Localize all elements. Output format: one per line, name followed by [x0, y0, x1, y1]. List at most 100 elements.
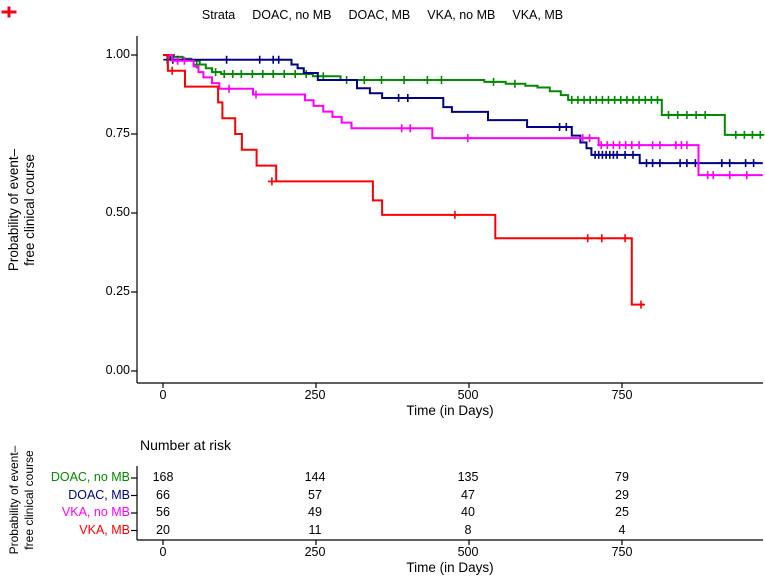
censor-mark-vka-mb	[267, 177, 276, 186]
censor-mark-doac-mb	[562, 123, 571, 131]
censor-mark-doac-no-mb	[756, 130, 765, 139]
censor-mark-vka-no-mb	[225, 84, 234, 93]
curve-vka-mb	[163, 54, 644, 306]
censor-mark-doac-mb	[676, 159, 685, 168]
censor-mark-doac-mb	[749, 159, 758, 168]
censor-mark-vka-no-mb	[635, 141, 644, 150]
censor-mark-vka-mb	[621, 234, 630, 243]
censor-mark-doac-no-mb	[673, 111, 682, 119]
censor-mark-doac-mb	[255, 55, 264, 64]
censor-mark-doac-no-mb	[291, 70, 300, 78]
x-tick-label: 250	[304, 388, 326, 402]
risk-count: 40	[461, 505, 475, 519]
x-axis-title: Time (in Days)	[406, 403, 494, 418]
risk-count: 79	[615, 470, 629, 484]
censor-mark-vka-no-mb	[173, 56, 182, 65]
censor-mark-vka-no-mb	[578, 134, 587, 143]
curve-vka-no-mb	[163, 54, 763, 177]
censor-mark-doac-mb	[741, 159, 750, 168]
censor-mark-doac-mb	[394, 94, 403, 102]
censor-mark-doac-no-mb	[489, 77, 498, 86]
censor-mark-doac-no-mb	[228, 70, 237, 78]
censor-mark-vka-no-mb	[655, 141, 664, 150]
censor-mark-doac-mb	[274, 55, 283, 64]
legend-label: DOAC, no MB	[252, 8, 332, 22]
legend-title: Strata	[201, 8, 236, 22]
censor-mark-doac-no-mb	[237, 70, 246, 78]
censor-mark-doac-no-mb	[740, 130, 749, 139]
censor-mark-doac-no-mb	[319, 72, 328, 81]
censor-mark-vka-no-mb	[252, 90, 260, 99]
legend-item-vka-mb: VKA, MB	[1, 6, 563, 22]
risk-count: 49	[308, 505, 322, 519]
legend-label: DOAC, MB	[348, 8, 411, 22]
censor-mark-doac-no-mb	[220, 70, 229, 78]
censor-mark-vka-no-mb	[709, 171, 718, 180]
censor-mark-vka-no-mb	[682, 141, 691, 150]
censor-mark-vka-mb	[637, 300, 645, 309]
x-tick-label: 0	[159, 388, 167, 402]
censor-mark-vka-mb	[583, 234, 592, 243]
censor-mark-doac-mb	[613, 150, 622, 159]
x-tick-label: 750	[611, 388, 633, 402]
risk-count: 4	[618, 523, 626, 537]
censor-mark-doac-no-mb	[664, 111, 673, 119]
risk-count: 8	[464, 523, 472, 537]
censor-mark-doac-no-mb	[731, 130, 740, 139]
risk-count: 29	[615, 488, 629, 502]
risk-x-tick-label: 250	[304, 545, 326, 559]
censor-mark-doac-mb	[403, 94, 412, 102]
censor-mark-doac-no-mb	[682, 111, 691, 119]
censor-mark-vka-no-mb	[585, 134, 594, 143]
censor-mark-vka-mb	[168, 66, 177, 75]
censor-mark-doac-no-mb	[653, 95, 662, 104]
censor-mark-doac-mb	[621, 150, 630, 159]
risk-y-axis-title: Probability of event– free clinical cour…	[7, 445, 36, 555]
risk-x-axis-title: Time (in Days)	[406, 560, 494, 575]
censor-mark-vka-no-mb	[397, 124, 406, 133]
risk-x-tick-label: 0	[159, 545, 167, 559]
legend-label: VKA, no MB	[427, 8, 496, 22]
censor-mark-doac-no-mb	[269, 70, 278, 78]
risk-x-tick-label: 750	[611, 545, 633, 559]
censor-mark-doac-mb	[555, 123, 564, 131]
censor-mark-vka-no-mb	[406, 124, 415, 133]
censor-mark-vka-no-mb	[742, 171, 751, 180]
legend-item-doac-mb: DOAC, MB	[1, 6, 411, 22]
legend: Strata DOAC, no MB DOAC, MB VKA, no MB V…	[0, 5, 765, 25]
risk-table-title: Number at risk	[140, 437, 232, 453]
risk-count: 25	[615, 505, 629, 519]
risk-row-label: DOAC, no MB	[50, 470, 130, 484]
risk-count: 135	[457, 470, 479, 484]
censor-mark-vka-no-mb	[180, 56, 189, 65]
censor-mark-doac-no-mb	[400, 76, 409, 84]
risk-count: 11	[308, 523, 322, 537]
censor-mark-doac-no-mb	[258, 70, 267, 78]
censor-mark-doac-no-mb	[248, 70, 257, 78]
censor-mark-doac-no-mb	[211, 68, 220, 77]
curve-doac-mb	[163, 54, 763, 165]
y-tick-label: 0.25	[105, 284, 130, 298]
censor-mark-doac-mb	[655, 159, 664, 168]
risk-count: 66	[156, 488, 170, 502]
censor-mark-doac-mb	[717, 159, 726, 168]
risk-row-label: VKA, no MB	[61, 505, 130, 519]
censor-mark-vka-mb	[450, 210, 459, 219]
censor-mark-vka-no-mb	[725, 171, 734, 180]
censor-mark-doac-no-mb	[423, 76, 432, 84]
censor-mark-doac-no-mb	[377, 76, 386, 84]
censor-mark-doac-mb	[629, 150, 637, 159]
censor-mark-vka-no-mb	[648, 141, 657, 150]
censor-mark-doac-no-mb	[280, 70, 289, 78]
y-tick-label: 1.00	[105, 47, 130, 61]
y-axis-title: Probability of event– free clinical cour…	[6, 148, 37, 272]
censor-mark-doac-no-mb	[701, 111, 710, 119]
censor-mark-doac-no-mb	[437, 76, 446, 84]
legend-item-vka-no-mb: VKA, no MB	[1, 6, 496, 22]
risk-count: 56	[156, 505, 170, 519]
x-tick-label: 500	[457, 388, 479, 402]
censor-mark-vka-no-mb	[463, 134, 472, 143]
censor-mark-doac-mb	[725, 159, 734, 168]
